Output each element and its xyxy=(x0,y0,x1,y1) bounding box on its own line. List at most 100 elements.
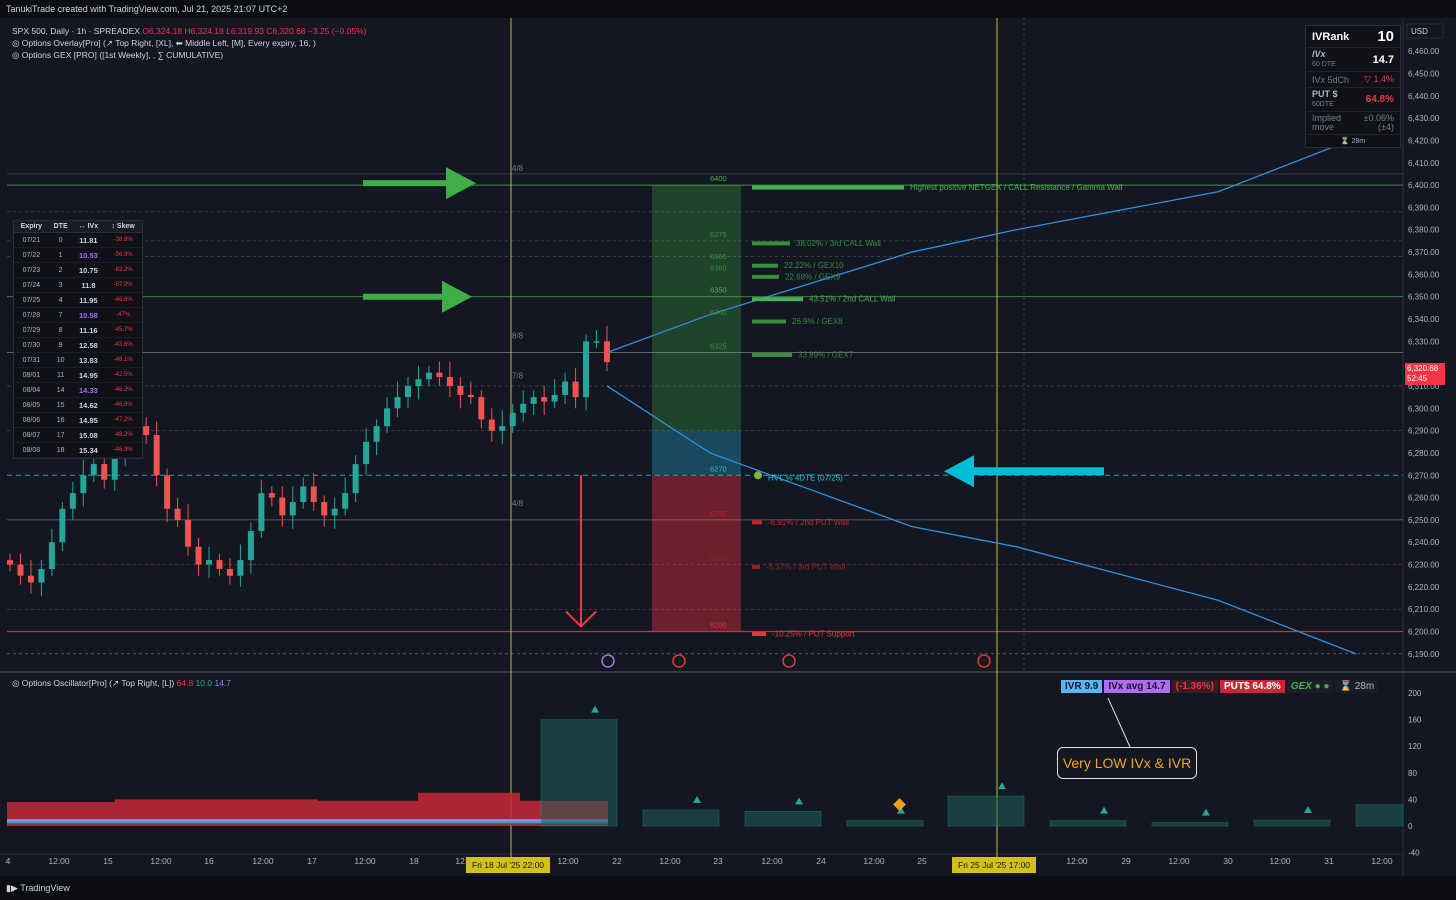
level-label: -6.91% / 2nd PUT Wall xyxy=(768,518,849,527)
candle xyxy=(268,493,275,498)
candle xyxy=(59,508,66,543)
dte-cell: 10 xyxy=(48,352,73,368)
expiry-row: 07/24 3 11.8 -57.9% xyxy=(14,277,142,293)
skew-cell: -42.5% xyxy=(104,367,142,383)
level-label: 26.9% / GEX8 xyxy=(792,317,843,326)
time-tick: 12:00 xyxy=(252,856,274,866)
candle xyxy=(237,560,244,576)
time-tick: 12:00 xyxy=(150,856,172,866)
indicator-gex[interactable]: ◎ Options GEX [PRO] ([1st Weekly], , ∑ C… xyxy=(12,50,224,60)
candle xyxy=(593,341,600,343)
indicator-overlay[interactable]: ◎ Options Overlay[Pro] (↗ Top Right, [XL… xyxy=(12,38,316,48)
ivx-cell: 14.33 xyxy=(72,382,105,398)
ivx5-label: IVx 5dCh xyxy=(1312,74,1350,85)
osc-v1: 64.8 xyxy=(176,678,194,688)
murrey-label: 8/8 xyxy=(512,331,524,340)
expiry-cell: 08/06 xyxy=(14,412,49,428)
oscillator-header[interactable]: ◎ Options Oscillator[Pro] (↗ Top Right, … xyxy=(12,678,232,688)
symbol-line: SPX 500, Daily · 1h · SPREADEX xyxy=(12,26,141,36)
event-icon[interactable] xyxy=(977,654,991,668)
current-price-label: 6,320.68 52:45 xyxy=(1405,363,1445,385)
candle xyxy=(226,569,233,576)
skew-cell: -46.6% xyxy=(104,397,142,413)
expiry-row: 07/23 2 10.75 -63.2% xyxy=(14,262,142,278)
candle xyxy=(289,502,296,516)
candle xyxy=(363,441,370,465)
dte-cell: 3 xyxy=(48,277,73,293)
put-ratio-area xyxy=(7,792,608,826)
ivx-sub: 60 DTE xyxy=(1312,61,1336,68)
expiry-row: 07/28 7 10.58 -47% xyxy=(14,307,142,323)
time-tick: 12:00 xyxy=(863,856,885,866)
candle xyxy=(583,341,590,398)
date-label-1: Fri 18 Jul '25 22:00 xyxy=(466,857,551,873)
col-expiry: Expiry xyxy=(14,221,49,233)
gex-bar xyxy=(752,263,778,268)
candle xyxy=(604,341,610,363)
expiry-cell: 07/22 xyxy=(14,247,49,263)
gex-bar xyxy=(752,241,790,246)
strike-label: 6200 xyxy=(710,621,727,630)
candle xyxy=(174,508,181,520)
price-tick: 6,410.00 xyxy=(1408,159,1440,168)
ivx-cell: 10.58 xyxy=(72,307,105,323)
ivr-pill: IVR 9.9 xyxy=(1061,680,1103,693)
ivx-cell: 12.58 xyxy=(72,337,105,353)
price-tick: 6,380.00 xyxy=(1408,226,1440,235)
candle xyxy=(562,381,569,395)
osc-v3: 14.7 xyxy=(214,678,232,688)
gex-bar xyxy=(752,565,760,570)
time-tick: 12:00 xyxy=(1269,856,1291,866)
candle xyxy=(143,426,150,436)
ivx-cell: 11.95 xyxy=(72,292,105,308)
time-tick: 24 xyxy=(816,856,826,866)
candle xyxy=(17,564,24,576)
dte-cell: 18 xyxy=(48,442,73,458)
candle xyxy=(7,560,13,565)
indicator-icon: ◎ xyxy=(12,678,22,688)
candle xyxy=(541,397,548,402)
ivrank-value: 10 xyxy=(1377,28,1394,45)
event-icon[interactable] xyxy=(672,654,686,668)
price-tick: 6,450.00 xyxy=(1408,69,1440,78)
osc-tick: 0 xyxy=(1408,822,1413,831)
expiry-row: 07/21 0 11.81 -38.8% xyxy=(14,232,142,248)
candle xyxy=(247,531,254,561)
expiry-cell: 08/04 xyxy=(14,382,49,398)
price-tick: 6,330.00 xyxy=(1408,337,1440,346)
candle xyxy=(457,385,464,395)
gex-osc-bar xyxy=(744,811,822,827)
indicator-icon: ◎ xyxy=(12,50,22,60)
put-value: 64.8% xyxy=(1365,94,1394,105)
implied-value2: (±4) xyxy=(1378,122,1394,132)
triangle-up-icon xyxy=(693,796,701,804)
skew-cell: -46.1% xyxy=(104,352,142,368)
expiry-row: 07/29 8 11.16 -45.7% xyxy=(14,322,142,338)
candle xyxy=(551,394,558,402)
expiry-cell: 08/01 xyxy=(14,367,49,383)
currency-box[interactable] xyxy=(1406,23,1444,39)
hvl-zone xyxy=(652,430,741,476)
chg-pill: (-1.36%) xyxy=(1171,680,1218,693)
strike-label: 6360 xyxy=(710,263,727,272)
candle xyxy=(384,408,391,427)
time-tick: 12:00 xyxy=(1066,856,1088,866)
ivx-cell: 15.08 xyxy=(72,427,105,443)
candle xyxy=(436,372,443,378)
time-tick: 17 xyxy=(307,856,317,866)
event-icon[interactable] xyxy=(601,654,615,668)
gex-osc-bar xyxy=(1151,822,1229,827)
price-axis[interactable] xyxy=(1403,18,1456,876)
strike-label: 6250 xyxy=(710,509,727,518)
time-tick: 31 xyxy=(1324,856,1334,866)
put-pill: PUT$ 64.8% xyxy=(1219,680,1285,693)
price-tick: 6,290.00 xyxy=(1408,427,1440,436)
level-label: -10.25% / PUT Support xyxy=(772,630,855,639)
chart-canvas[interactable]: 4/8 8/8 7/8 4/8 6400 Highest positive NETGEX … xyxy=(0,18,1456,876)
level-label: 38.02% / 3rd CALL Wall xyxy=(796,239,881,248)
event-icon[interactable] xyxy=(782,654,796,668)
dte-cell: 14 xyxy=(48,382,73,398)
gex-bar xyxy=(752,632,766,637)
callout-connector xyxy=(1107,697,1131,748)
candle xyxy=(478,397,485,420)
